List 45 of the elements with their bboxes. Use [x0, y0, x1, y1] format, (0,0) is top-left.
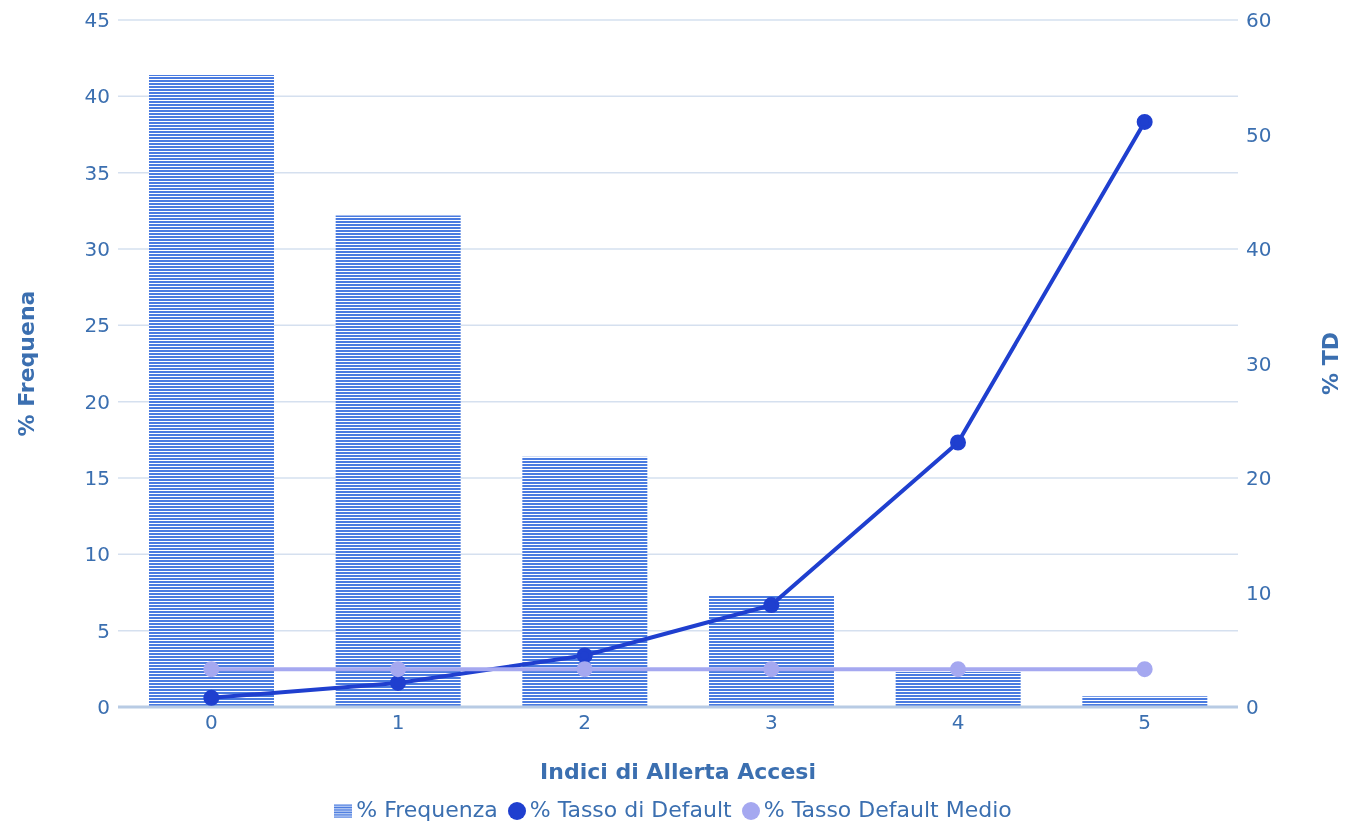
x-axis-title: Indici di Allerta Accesi: [540, 759, 816, 784]
x-tick-label: 4: [951, 710, 965, 735]
bar: [1082, 696, 1208, 707]
y-tick-label: 40: [84, 84, 110, 109]
y-tick-label: 35: [84, 160, 110, 185]
point: [1136, 113, 1153, 130]
legend-label: % Tasso di Default: [529, 797, 732, 822]
x-tick-label: 2: [578, 710, 592, 735]
y-axis-title: % Frequena: [13, 290, 39, 437]
y-tick-label: 20: [84, 389, 110, 414]
bar: [335, 215, 461, 707]
bar: [709, 595, 834, 707]
bar: [149, 74, 274, 707]
y2-tick-label: 30: [1246, 351, 1272, 376]
y2-tick-label: 10: [1246, 580, 1272, 605]
y2-axis-title: % TD: [1317, 332, 1343, 395]
y-tick-label: 25: [84, 313, 110, 338]
point: [950, 434, 966, 451]
x-tick-label: 0: [204, 710, 218, 735]
y-tick-label: 5: [97, 618, 110, 643]
point: [576, 647, 593, 664]
point: [203, 689, 220, 706]
point: [390, 661, 406, 678]
y-tick-label: 10: [84, 542, 110, 567]
point: [950, 661, 966, 678]
point: [763, 661, 780, 678]
bar: [522, 456, 648, 707]
y-tick-label: 30: [84, 237, 110, 262]
bar: [895, 671, 1021, 707]
point: [1136, 661, 1153, 678]
x-tick-label: 1: [391, 710, 405, 735]
y-tick-label: 15: [84, 466, 110, 491]
y2-tick-label: 50: [1246, 122, 1272, 147]
legend-label: % Tasso Default Medio: [763, 797, 1012, 822]
legend-label: % Frequenza: [356, 797, 498, 822]
y-tick-label: 45: [84, 8, 110, 33]
point: [763, 597, 780, 614]
x-tick-label: 3: [764, 710, 778, 735]
point: [203, 661, 220, 678]
y2-tick-label: 40: [1246, 237, 1272, 262]
x-tick-label: 5: [1138, 710, 1152, 735]
y2-tick-label: 20: [1246, 466, 1272, 491]
y2-tick-label: 60: [1246, 8, 1272, 33]
point: [576, 661, 593, 678]
point: [390, 674, 406, 691]
